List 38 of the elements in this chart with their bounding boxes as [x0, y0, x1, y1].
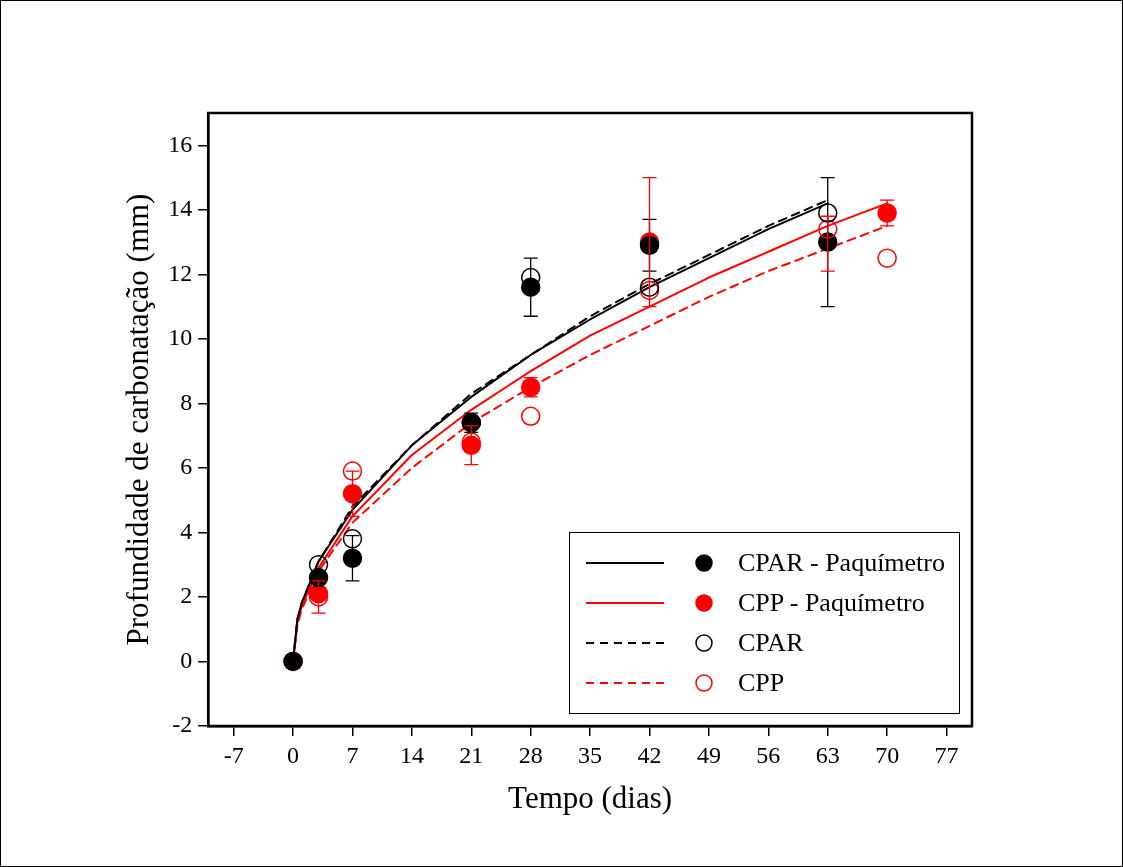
x-tick-label: 7 [346, 741, 359, 768]
x-tick-label: 14 [399, 741, 424, 768]
y-tick-label: 10 [168, 324, 193, 351]
y-tick-label: 14 [168, 195, 193, 222]
x-axis-title: Tempo (dias) [508, 779, 673, 815]
point [342, 483, 363, 504]
point [817, 219, 838, 239]
point [342, 461, 363, 481]
x-tick-label: 49 [696, 741, 721, 768]
x-tick-label: 77 [934, 741, 959, 768]
point [342, 529, 363, 549]
point [520, 406, 541, 427]
x-tick-label: 63 [815, 741, 840, 768]
y-tick-label: -2 [172, 711, 193, 738]
x-tick-label: 28 [518, 741, 543, 768]
x-tick-label: 70 [875, 741, 900, 768]
point [342, 548, 363, 568]
legend-label: CPP [737, 668, 785, 698]
legend-label: CPAR - Paquímetro [737, 548, 945, 578]
y-axis-title: Profundidade de carbonatação (mm) [119, 193, 155, 646]
point [817, 203, 838, 223]
x-tick-label: 0 [287, 741, 300, 768]
y-tick-label: 8 [180, 388, 193, 415]
x-tick-label: 56 [756, 741, 781, 768]
x-tick-label: -7 [223, 741, 244, 768]
legend-label: CPP - Paquímetro [737, 588, 925, 618]
legend-label: CPAR [737, 628, 804, 658]
y-tick-label: 16 [168, 130, 193, 157]
y-tick-label: 6 [180, 453, 193, 480]
y-tick-label: 4 [180, 517, 193, 544]
point [308, 554, 329, 575]
y-tick-label: 2 [180, 582, 193, 609]
x-tick-label: 21 [459, 741, 484, 768]
x-tick-label: 42 [637, 741, 662, 768]
y-tick-label: 12 [168, 259, 193, 286]
x-tick-label: 35 [578, 741, 603, 768]
y-tick-label: 0 [180, 646, 193, 673]
point [877, 248, 897, 268]
